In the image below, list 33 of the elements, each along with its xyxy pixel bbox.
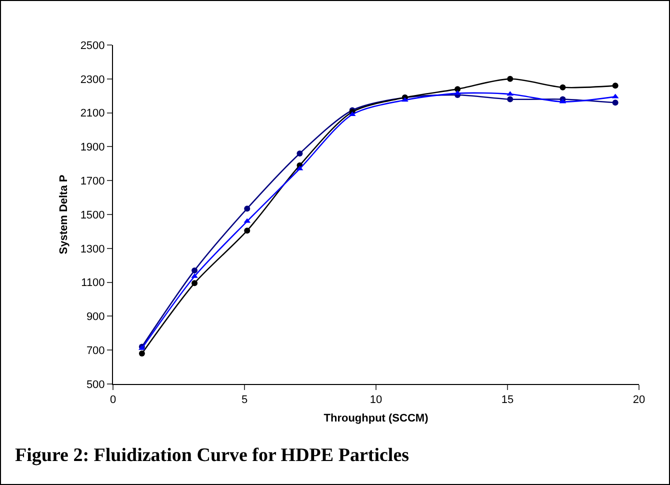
point <box>296 150 303 156</box>
point <box>507 76 514 82</box>
point <box>507 96 514 102</box>
point <box>612 82 618 89</box>
y-tick-label: 2100 <box>80 108 105 120</box>
y-tick-label: 2500 <box>80 40 105 52</box>
y-tick-label: 1100 <box>81 277 105 290</box>
y-tick-label: 500 <box>86 378 105 391</box>
y-tick-label: 1500 <box>80 209 105 222</box>
x-tick-label: 20 <box>632 394 646 406</box>
x-tick-label: 15 <box>501 394 514 406</box>
y-tick-label: 2300 <box>80 74 105 86</box>
y-tick-label: 1900 <box>80 142 105 154</box>
point <box>138 350 145 356</box>
point <box>244 228 250 234</box>
point <box>560 84 566 90</box>
point <box>612 100 618 106</box>
y-axis-title: System Delta P <box>58 174 70 254</box>
point <box>191 273 198 278</box>
y-tick-label: 1300 <box>80 243 105 256</box>
y-tick-label: 900 <box>86 311 105 324</box>
point <box>244 206 250 212</box>
text: Figure 2: Fluidization Curve for HDPE Particles <box>15 445 410 466</box>
x-axis-title: Throughput (SCCM) <box>324 412 429 424</box>
x-tick-label: 0 <box>110 394 116 406</box>
point <box>454 86 461 92</box>
x-tick-label: 10 <box>370 394 382 406</box>
y-tick-label: 700 <box>86 344 105 357</box>
point <box>192 267 198 274</box>
point <box>192 280 198 286</box>
point <box>454 90 461 95</box>
x-tick-label: 5 <box>241 394 248 406</box>
y-tick-label: 1700 <box>80 175 105 188</box>
